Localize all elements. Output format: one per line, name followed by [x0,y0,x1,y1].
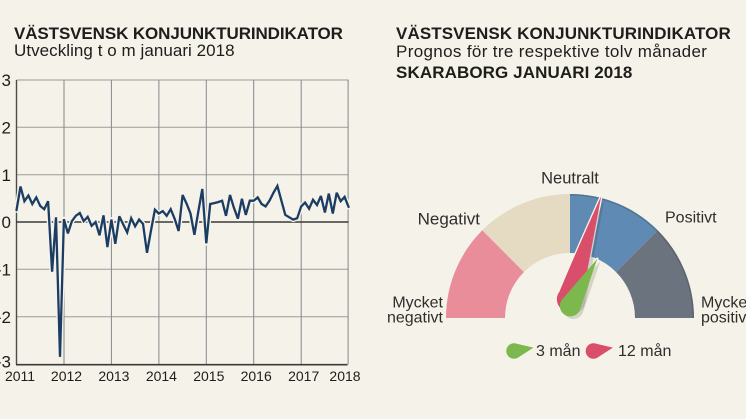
svg-text:2014: 2014 [146,368,177,384]
svg-text:2018: 2018 [329,368,360,384]
svg-text:2016: 2016 [241,368,272,384]
svg-text:-3: -3 [0,353,11,372]
svg-text:-1: -1 [0,261,11,280]
svg-text:Positivt: Positivt [665,210,717,227]
svg-text:2017: 2017 [288,368,319,384]
svg-text:1: 1 [2,166,11,185]
svg-text:2015: 2015 [193,368,224,384]
svg-text:negativt: negativt [387,310,444,327]
svg-text:Neutralt: Neutralt [541,170,599,188]
svg-text:2012: 2012 [51,368,82,384]
svg-text:3 mån: 3 mån [536,342,580,360]
svg-text:positivt: positivt [701,310,746,327]
svg-text:Negativt: Negativt [418,210,481,229]
svg-text:Mycket: Mycket [392,295,443,312]
svg-text:0: 0 [2,213,11,232]
svg-text:2011: 2011 [5,368,35,384]
svg-text:3: 3 [2,71,11,90]
svg-text:2: 2 [2,119,11,138]
svg-text:-2: -2 [0,308,11,327]
svg-text:2013: 2013 [98,368,129,384]
svg-text:12 mån: 12 mån [618,342,671,360]
svg-text:Mycket: Mycket [701,295,746,312]
